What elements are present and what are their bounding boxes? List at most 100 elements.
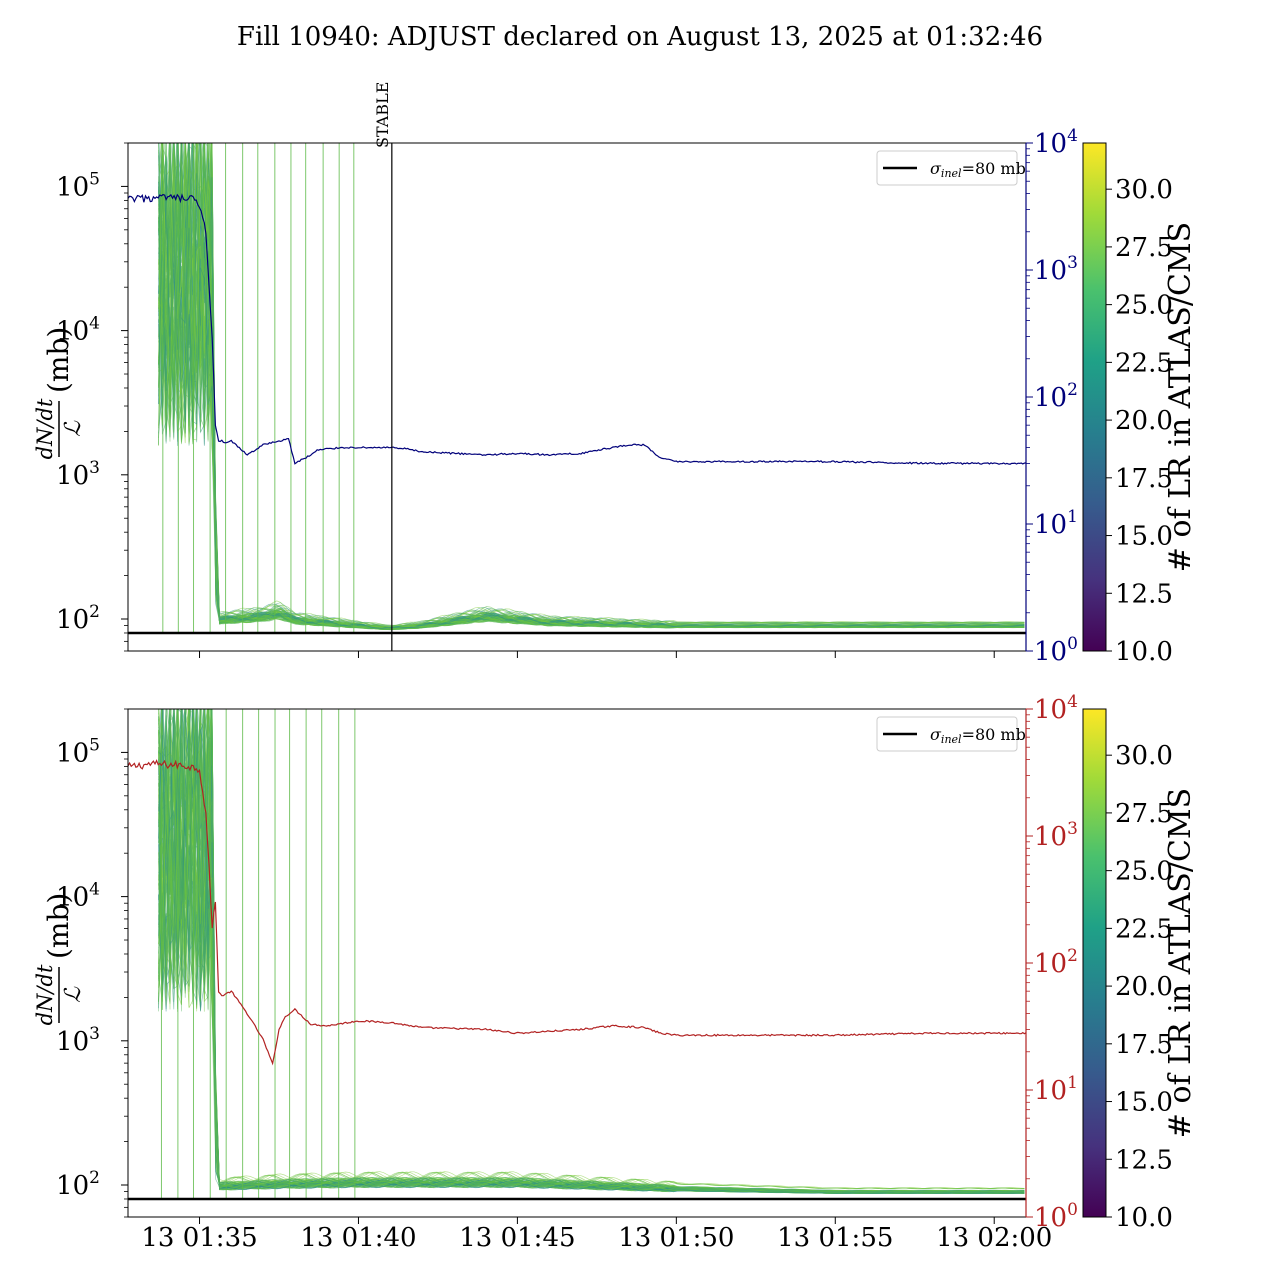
bundle-trace (158, 709, 1025, 1194)
bundle-trace (158, 709, 1025, 1192)
top-colorbar: 10.0 12.5 15.0 17.5 20.0 22.5 25.0 27.5 30.0 # o… (1082, 142, 1198, 667)
bundle-trace (158, 716, 1025, 1193)
top-panel: STABLE 102 103 104 105 100 101 102 103 104 dN/d… (33, 82, 1198, 667)
x-tick-label: 13 01:45 (459, 1223, 575, 1253)
bundle-trace (158, 143, 1025, 630)
bundle-trace (158, 709, 1025, 1194)
bundle-trace (158, 709, 1025, 1192)
bundle-trace (158, 709, 1025, 1190)
colorbar-tick-label: 10.0 (1115, 637, 1173, 667)
bundle-trace (158, 143, 1025, 628)
bundle-trace (158, 143, 1025, 629)
bundle-trace (158, 143, 1025, 630)
y-tick-label: 102 (56, 1168, 100, 1201)
bundle-trace (158, 709, 1025, 1192)
bundle-trace (158, 146, 1025, 630)
top-plot-frame (127, 142, 1027, 652)
bundle-trace (158, 143, 1025, 630)
bottom-plot-frame (127, 708, 1027, 1218)
bundle-trace (158, 146, 1025, 630)
bundle-trace (158, 709, 1025, 1194)
bundle-trace (158, 712, 1025, 1193)
bundle-trace (158, 143, 1025, 630)
bundle-trace (158, 143, 1025, 629)
y2-tick-label: 100 (1034, 1200, 1078, 1233)
bundle-trace (158, 709, 1025, 1193)
bundle-trace (158, 143, 1025, 628)
y2-tick-label: 104 (1034, 126, 1078, 159)
bundle-trace (158, 712, 1025, 1193)
bundle-trace (158, 143, 1025, 629)
bundle-trace (158, 143, 1025, 629)
bundle-trace (158, 717, 1025, 1193)
bundle-trace (158, 709, 1025, 1193)
colorbar-tick-label: 12.5 (1115, 1145, 1173, 1175)
bundle-trace (158, 709, 1025, 1193)
bundle-trace (158, 709, 1025, 1193)
bundle-trace (158, 143, 1025, 627)
bundle-trace (158, 722, 1025, 1193)
x-tick-label: 13 02:00 (936, 1223, 1052, 1253)
bundle-trace (158, 143, 1025, 630)
bundle-trace (158, 143, 1025, 629)
bundle-trace (158, 143, 1025, 630)
bundle-trace (158, 143, 1025, 630)
bundle-trace (158, 143, 1025, 629)
bundle-trace (158, 143, 1025, 630)
bundle-trace (158, 709, 1025, 1193)
bundle-trace (158, 709, 1025, 1195)
y2-tick-label: 104 (1034, 692, 1078, 725)
bundle-trace (158, 143, 1025, 629)
top-legend-label: σinel=80 mb (930, 159, 1026, 180)
bundle-trace (158, 709, 1025, 1194)
bundle-trace (158, 709, 1025, 1194)
bundle-trace (158, 709, 1025, 1190)
bundle-trace (158, 143, 1025, 630)
y2-tick-label: 103 (1034, 819, 1078, 852)
bundle-trace (158, 709, 1025, 1193)
bundle-trace (158, 143, 1025, 630)
bottom-ylabel-denominator: ℒ (61, 986, 86, 1003)
bundle-trace (158, 709, 1025, 1194)
y-tick-label: 102 (56, 602, 100, 635)
bundle-trace (158, 143, 1025, 629)
bundle-trace (158, 709, 1025, 1192)
bundle-trace (158, 709, 1025, 1194)
bottom-ylabel-numerator: dN/dt (33, 964, 57, 1025)
bundle-trace (158, 709, 1025, 1193)
bottom-legend: σinel=80 mb (876, 716, 1026, 752)
bundle-trace (158, 709, 1025, 1193)
bundle-trace (158, 711, 1025, 1193)
y-tick-label: 105 (56, 169, 100, 202)
bundle-trace (158, 709, 1025, 1193)
bundle-trace (158, 157, 1025, 630)
top-x-ticks (199, 651, 995, 658)
bundle-trace (158, 709, 1025, 1194)
bundle-trace (158, 709, 1025, 1193)
bundle-trace (158, 143, 1025, 629)
y-tick-label: 104 (56, 314, 100, 347)
colorbar-tick-label: 15.0 (1115, 1088, 1173, 1118)
bundle-trace (158, 143, 1025, 628)
bundle-trace (158, 143, 1025, 630)
bundle-trace (158, 143, 1025, 629)
bundle-trace (158, 143, 1025, 630)
bottom-left-y-ticks: 102 103 104 105 (56, 708, 128, 1218)
top-ylabel-numerator: dN/dt (33, 398, 57, 459)
bundle-trace (158, 709, 1025, 1193)
bundle-trace (158, 715, 1025, 1192)
bundle-trace (158, 143, 1025, 630)
bundle-trace (158, 709, 1025, 1193)
bundle-trace (158, 143, 1025, 630)
bundle-trace (158, 709, 1025, 1192)
bundle-trace (158, 709, 1025, 1192)
bundle-trace (158, 729, 1025, 1190)
chart-title: Fill 10940: ADJUST declared on August 13… (237, 22, 1043, 52)
bottom-colorbar-bar (1082, 708, 1107, 1218)
bundle-trace (158, 167, 1025, 627)
bundle-trace (160, 143, 1025, 630)
colorbar-tick-label: 22.5 (1115, 914, 1173, 944)
bundle-trace (158, 143, 1025, 628)
bundle-trace (158, 143, 1025, 630)
